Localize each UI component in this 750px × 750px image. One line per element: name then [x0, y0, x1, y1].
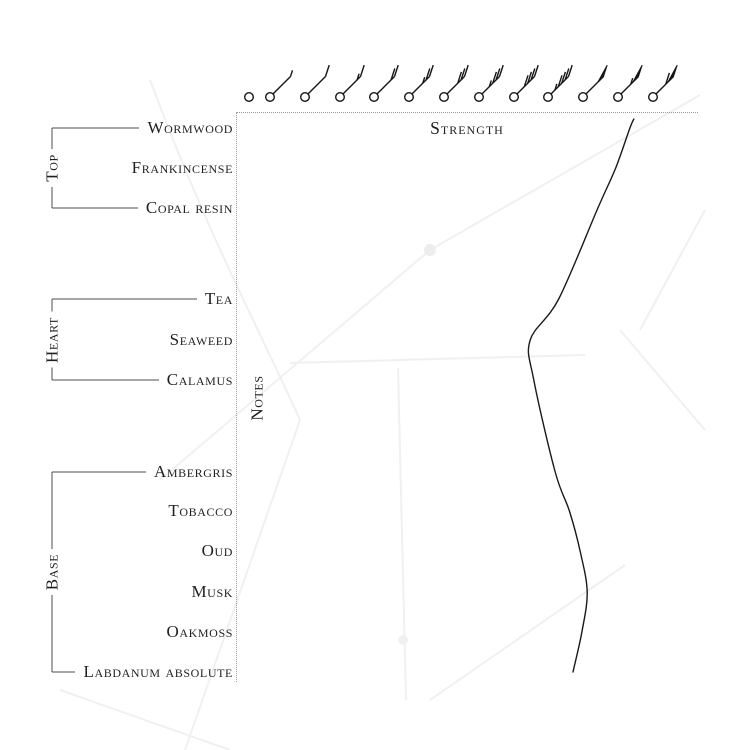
note-label: Tea	[204, 288, 233, 308]
wind-barb-icon-four-and-half-barbs	[543, 64, 574, 103]
wind-barb-icon-pennant-half-barb	[612, 64, 643, 103]
wind-barb-icon-three-and-half-barbs	[473, 64, 504, 103]
note-label: Oud	[201, 540, 233, 560]
x-axis-label: Strength	[430, 118, 504, 138]
note-label: Ambergris	[153, 461, 233, 481]
note-label: Tobacco	[168, 500, 233, 520]
note-label: Wormwood	[147, 117, 233, 137]
wind-barb-icon-two-barbs	[369, 64, 400, 103]
wind-barb-icon-one-and-half-barb	[334, 64, 365, 103]
wind-barb-icon-half-barb	[264, 70, 294, 103]
note-label: Labdanum absolute	[83, 661, 233, 681]
note-label: Musk	[191, 581, 233, 601]
wind-barb-icon-one-barb	[299, 64, 330, 103]
wind-barb-icon-two-and-half-barbs	[404, 64, 435, 103]
wind-barb-icon-pennant	[578, 64, 608, 103]
wind-barb-icon-pennant-full-barb	[647, 64, 678, 103]
note-label: Calamus	[166, 369, 233, 389]
note-label: Copal resin	[145, 197, 233, 217]
wind-barb-icon-three-barbs	[438, 64, 469, 103]
plot-border-left	[236, 112, 237, 682]
plot-border-top	[236, 112, 698, 113]
wind-barb-icon-calm-circle	[243, 92, 255, 103]
note-label: Seaweed	[169, 329, 233, 349]
note-label: Frankincense	[131, 157, 233, 177]
note-label: Oakmoss	[166, 621, 233, 641]
wind-barb-icon-four-barbs	[508, 64, 539, 103]
strength-curve-path	[527, 118, 635, 673]
